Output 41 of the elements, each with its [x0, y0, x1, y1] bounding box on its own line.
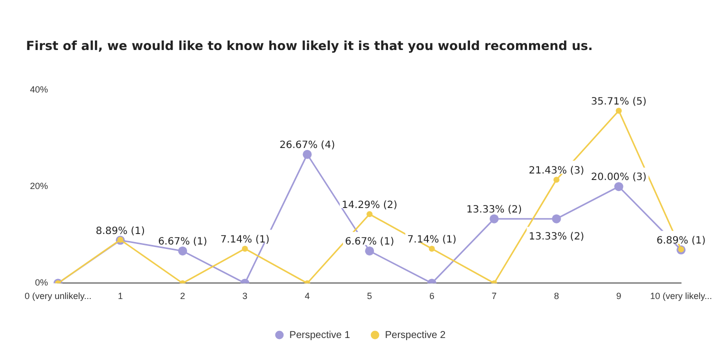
x-tick-label: 1	[118, 291, 123, 302]
data-label: 20.00% (3)	[591, 172, 647, 184]
x-tick-label: 4	[304, 291, 310, 302]
data-label: 26.67% (4)	[279, 140, 336, 151]
point	[614, 182, 624, 192]
x-tick-label: 7	[492, 291, 497, 302]
x-tick-label: 9	[616, 291, 622, 302]
legend-label: Perspective 1	[289, 330, 350, 341]
x-tick-label: 8	[554, 291, 559, 302]
data-label: 13.33% (2)	[528, 231, 584, 242]
x-tick-label: 0 (very unlikely...	[24, 291, 92, 302]
legend-label: Perspective 2	[385, 330, 446, 341]
point	[242, 246, 248, 252]
chart-title: First of all, we would like to know how likely it is that you would recommend us.	[26, 38, 593, 53]
point	[428, 246, 435, 252]
data-label: 8.89% (1)	[96, 226, 145, 237]
data-label: 21.43% (3)	[528, 165, 584, 176]
x-tick-label: 3	[242, 291, 248, 302]
data-label: 6.89% (1)	[656, 236, 706, 247]
y-tick-label: 0%	[35, 278, 48, 288]
point	[302, 150, 312, 159]
x-tick-label: 2	[180, 291, 186, 302]
data-label: 6.67% (1)	[344, 236, 394, 248]
data-label: 7.14% (1)	[407, 234, 456, 246]
data-label: 13.33% (2)	[466, 204, 522, 216]
point	[552, 214, 561, 224]
y-tick-label: 40%	[30, 84, 48, 94]
x-tick-label: 5	[367, 291, 372, 302]
data-label: 14.29% (2)	[342, 200, 398, 211]
data-label: 35.71% (5)	[591, 96, 647, 108]
point	[490, 214, 499, 224]
x-tick-label: 10 (very likely...	[650, 291, 712, 302]
data-label: 7.14% (1)	[220, 234, 270, 246]
point	[616, 108, 622, 114]
point	[178, 246, 188, 256]
point	[366, 211, 373, 218]
x-tick-label: 6	[429, 291, 434, 302]
point	[365, 246, 374, 256]
y-tick-label: 20%	[30, 181, 48, 192]
point	[553, 176, 560, 183]
data-label: 6.67% (1)	[158, 236, 208, 248]
